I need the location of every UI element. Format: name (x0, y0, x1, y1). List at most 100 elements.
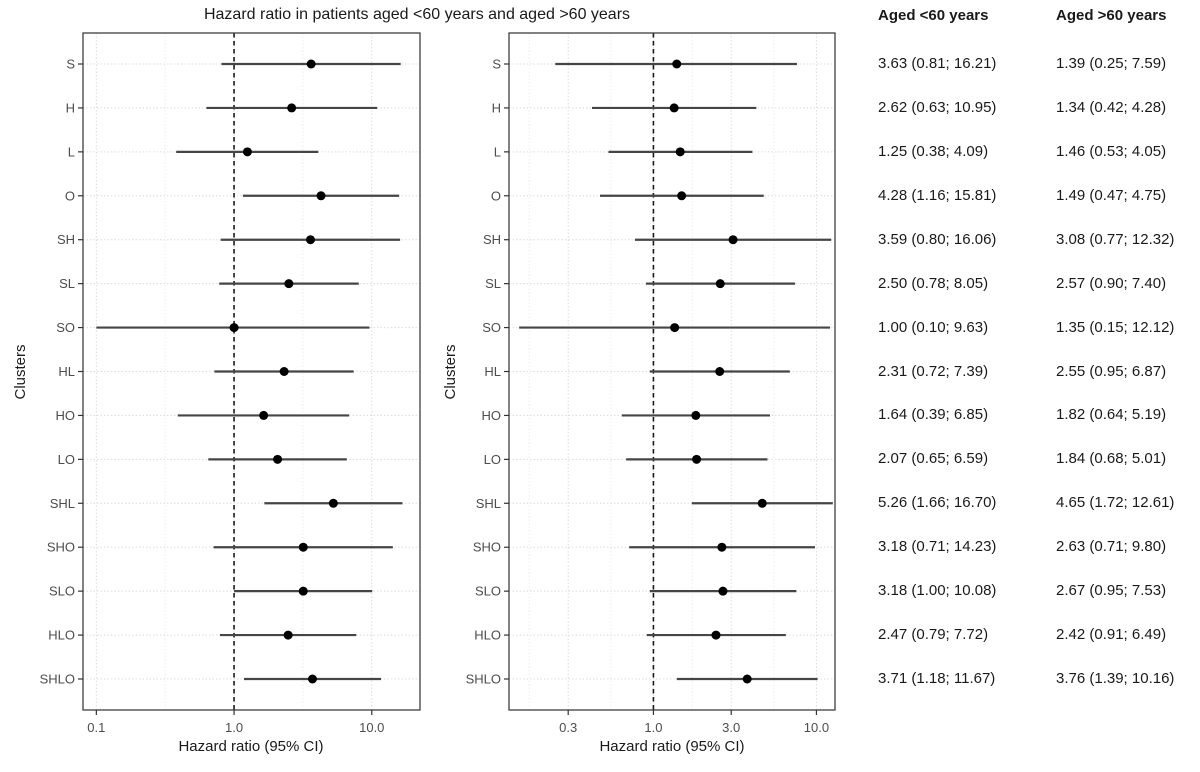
cluster-label: SO (56, 320, 75, 335)
table-header-aged-gt60: Aged >60 years (1056, 7, 1167, 24)
cluster-label: SL (485, 276, 501, 291)
hr-point (273, 454, 283, 464)
cluster-label: L (494, 144, 501, 159)
hr-value-cell: 1.49 (0.47; 4.75) (1056, 186, 1167, 204)
hr-value-cell: 2.31 (0.72; 7.39) (878, 362, 989, 380)
cluster-label: LO (484, 452, 501, 467)
hr-value-cell: 3.08 (0.77; 12.32) (1056, 230, 1175, 248)
x-tick-label: 10.0 (804, 720, 829, 735)
hr-value-cell: 1.39 (0.25; 7.59) (1056, 55, 1167, 72)
cluster-label: H (66, 100, 75, 115)
cluster-label: O (491, 188, 501, 203)
hr-point (283, 630, 293, 640)
x-axis-label-left: Hazard ratio (95% CI) (178, 738, 324, 755)
cluster-label: SHO (47, 540, 75, 555)
hr-point (742, 674, 752, 684)
hr-point (287, 103, 297, 113)
cluster-label: HL (484, 364, 501, 379)
cluster-label: LO (58, 452, 75, 467)
x-tick-label: 1.0 (225, 720, 243, 735)
hr-point (711, 630, 721, 640)
hr-value-cell: 1.64 (0.39; 6.85) (878, 406, 989, 424)
hr-value-cell: 4.65 (1.72; 12.61) (1056, 494, 1175, 512)
cluster-label: SH (483, 232, 501, 247)
x-tick-label: 0.3 (559, 720, 577, 735)
hr-value-cell: 1.25 (0.38; 4.09) (878, 142, 989, 160)
hr-value-cell: 2.67 (0.95; 7.53) (1056, 582, 1167, 600)
hr-point (692, 454, 702, 464)
hr-point (715, 367, 725, 376)
hr-point (328, 498, 338, 508)
cluster-label: HLO (474, 628, 501, 643)
cluster-label: SO (482, 320, 501, 335)
cluster-label: SL (59, 276, 75, 291)
hr-value-cell: 3.18 (0.71; 14.23) (878, 538, 997, 556)
hr-value-cell: 2.55 (0.95; 6.87) (1056, 362, 1167, 380)
hr-point (675, 147, 685, 157)
hr-point (728, 235, 738, 245)
chart-title: Hazard ratio in patients aged <60 years … (203, 6, 631, 23)
y-axis-label-left: Clusters (12, 344, 29, 400)
hr-value-cell: 2.50 (0.78; 8.05) (878, 274, 989, 292)
hr-value-cell: 2.42 (0.91; 6.49) (1056, 626, 1167, 644)
forest-panel-aged-gt60: 0.3 1.0 3.0 10.0SHLOSHSLSOHLHOLOSHLSHOSLOHL… (466, 32, 836, 735)
hr-point (672, 59, 682, 69)
x-tick-label: 10.0 (359, 720, 384, 735)
hr-point (298, 542, 308, 552)
hr-point (242, 147, 252, 157)
hr-point (305, 235, 315, 245)
cluster-label: SHL (50, 496, 75, 511)
hr-value-cell: 2.63 (0.71; 9.80) (1056, 538, 1167, 556)
cluster-label: SH (57, 232, 75, 247)
hr-point (718, 586, 728, 596)
cluster-label: SHO (473, 540, 501, 555)
hr-point (669, 103, 679, 113)
hr-value-cell: 1.46 (0.53; 4.05) (1056, 142, 1167, 160)
hr-value-cell: 3.59 (0.80; 16.06) (878, 230, 997, 248)
x-axis-label-right: Hazard ratio (95% CI) (599, 738, 745, 755)
cluster-label: SHLO (40, 672, 75, 687)
hr-point (677, 191, 687, 201)
hr-value-cell: 1.84 (0.68; 5.01) (1056, 450, 1167, 468)
forest-panel-aged-lt60: 0.1 1.0 10.0SHLOSHSLSOHLHOLOSHLSHOSLOHLOSH… (40, 32, 421, 735)
hr-point (691, 410, 701, 420)
hr-point (307, 674, 317, 684)
hr-point (306, 59, 316, 69)
hr-point (284, 279, 294, 289)
hr-value-cell: 2.07 (0.65; 6.59) (878, 450, 989, 468)
hr-value-cell: 3.63 (0.81; 16.21) (878, 55, 997, 72)
table-header-aged-lt60: Aged <60 years (878, 7, 989, 24)
hr-value-cell: 1.34 (0.42; 4.28) (1056, 98, 1167, 116)
hr-value-cell: 2.47 (0.79; 7.72) (878, 626, 989, 644)
cluster-label: HO (482, 408, 502, 423)
hr-value-cell: 3.18 (1.00; 10.08) (878, 582, 997, 600)
x-tick-label: 3.0 (722, 720, 740, 735)
cluster-label: SHLO (466, 672, 501, 687)
cluster-label: S (492, 57, 501, 72)
x-tick-label: 0.1 (87, 720, 105, 735)
cluster-label: HL (58, 364, 75, 379)
y-axis-label-right: Clusters (442, 344, 459, 400)
hr-point (298, 586, 308, 596)
hr-point (717, 542, 727, 552)
hr-point (229, 323, 239, 333)
hr-point (259, 410, 269, 420)
hr-point (316, 191, 326, 201)
hr-value-cell: 1.35 (0.15; 12.12) (1056, 318, 1175, 336)
cluster-label: HO (56, 408, 76, 423)
hr-point (670, 323, 680, 333)
hr-value-cell: 2.57 (0.90; 7.40) (1056, 274, 1167, 292)
hr-value-cell: 3.76 (1.39; 10.16) (1056, 670, 1175, 687)
cluster-label: HLO (48, 628, 75, 643)
hr-point (715, 279, 725, 289)
hr-value-cell: 2.62 (0.63; 10.95) (878, 98, 997, 116)
cluster-label: SHL (476, 496, 501, 511)
hr-point (279, 367, 289, 376)
hr-point (757, 498, 767, 508)
hr-value-cell: 1.82 (0.64; 5.19) (1056, 406, 1167, 424)
hr-value-cell: 4.28 (1.16; 15.81) (878, 186, 997, 204)
hr-value-cell: 5.26 (1.66; 16.70) (878, 494, 997, 512)
cluster-label: S (66, 57, 75, 72)
hr-value-cell: 3.71 (1.18; 11.67) (878, 670, 996, 687)
